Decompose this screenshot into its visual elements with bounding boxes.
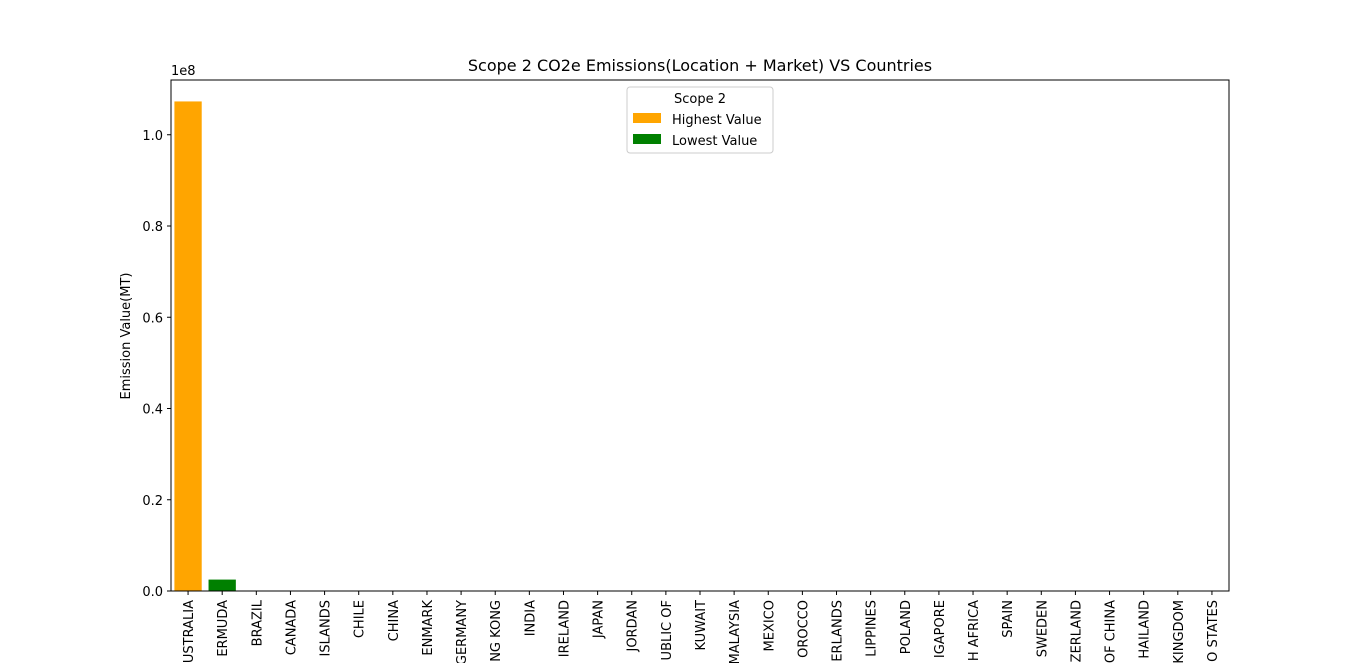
x-tick-label: NG KONG	[489, 600, 504, 662]
y-tick-label: 0.6	[142, 311, 163, 326]
x-tick-label: CHINA	[387, 600, 402, 641]
x-tick-label: POLAND	[899, 600, 914, 654]
x-tick-label: ENMARK	[421, 600, 436, 656]
y-tick-label: 1.0	[142, 129, 163, 144]
legend-label-highest: Highest Value	[672, 113, 762, 128]
y-tick-label: 0.0	[142, 585, 163, 600]
x-tick-label: USTRALIA	[182, 600, 197, 663]
y-axis-ticks: 0.0 0.2 0.4 0.6 0.8 1.0	[142, 129, 171, 600]
y-axis-offset-label: 1e8	[171, 64, 196, 79]
x-tick-label: MEXICO	[762, 600, 777, 651]
x-tick-label: ZERLAND	[1069, 600, 1084, 662]
x-tick-label: OROCCO	[796, 600, 811, 658]
x-tick-label: H AFRICA	[967, 600, 982, 661]
x-tick-label: BRAZIL	[250, 599, 265, 646]
legend-label-lowest: Lowest Value	[672, 134, 757, 149]
x-tick-label: UBLIC OF	[660, 600, 675, 660]
x-tick-label: GERMANY	[455, 600, 470, 663]
bars-group	[174, 101, 236, 591]
y-tick-label: 0.8	[142, 220, 163, 235]
bar-1	[208, 579, 236, 591]
x-tick-label: MALAYSIA	[728, 600, 743, 663]
x-tick-label: IGAPORE	[933, 600, 948, 658]
x-tick-label: KINGDOM	[1172, 600, 1187, 663]
chart-title: Scope 2 CO2e Emissions(Location + Market…	[468, 56, 932, 75]
x-tick-label: INDIA	[523, 600, 538, 636]
legend: Scope 2 Highest Value Lowest Value	[626, 86, 774, 154]
x-tick-label: ERMUDA	[216, 600, 231, 657]
x-tick-label: JORDAN	[626, 600, 641, 653]
x-tick-label: ISLANDS	[319, 600, 334, 657]
x-tick-label: SWEDEN	[1035, 600, 1050, 657]
y-tick-label: 0.2	[142, 494, 163, 509]
x-tick-label: LIPPINES	[865, 600, 880, 657]
x-tick-label: CANADA	[284, 600, 299, 655]
legend-swatch-lowest	[633, 134, 661, 144]
x-tick-label: KUWAIT	[694, 600, 709, 651]
x-tick-label: HAILAND	[1138, 600, 1153, 659]
x-tick-label: ERLANDS	[831, 600, 846, 662]
y-axis-label: Emission Value(MT)	[119, 273, 134, 400]
x-axis-ticks: USTRALIA ERMUDA BRAZIL CANADA ISLANDS CHILE CH…	[182, 591, 1221, 663]
x-tick-label: OF CHINA	[1104, 600, 1119, 663]
plot-area-frame	[170, 79, 1230, 592]
bar-0	[174, 101, 202, 591]
x-tick-label: SPAIN	[1001, 600, 1016, 638]
legend-title: Scope 2	[674, 92, 726, 107]
legend-box	[626, 86, 774, 154]
x-tick-label: IRELAND	[557, 600, 572, 657]
x-tick-label: O STATES	[1206, 600, 1221, 662]
legend-swatch-highest	[633, 113, 661, 123]
x-tick-label: CHILE	[353, 600, 368, 638]
y-tick-label: 0.4	[142, 403, 163, 418]
x-tick-label: JAPAN	[592, 600, 607, 639]
